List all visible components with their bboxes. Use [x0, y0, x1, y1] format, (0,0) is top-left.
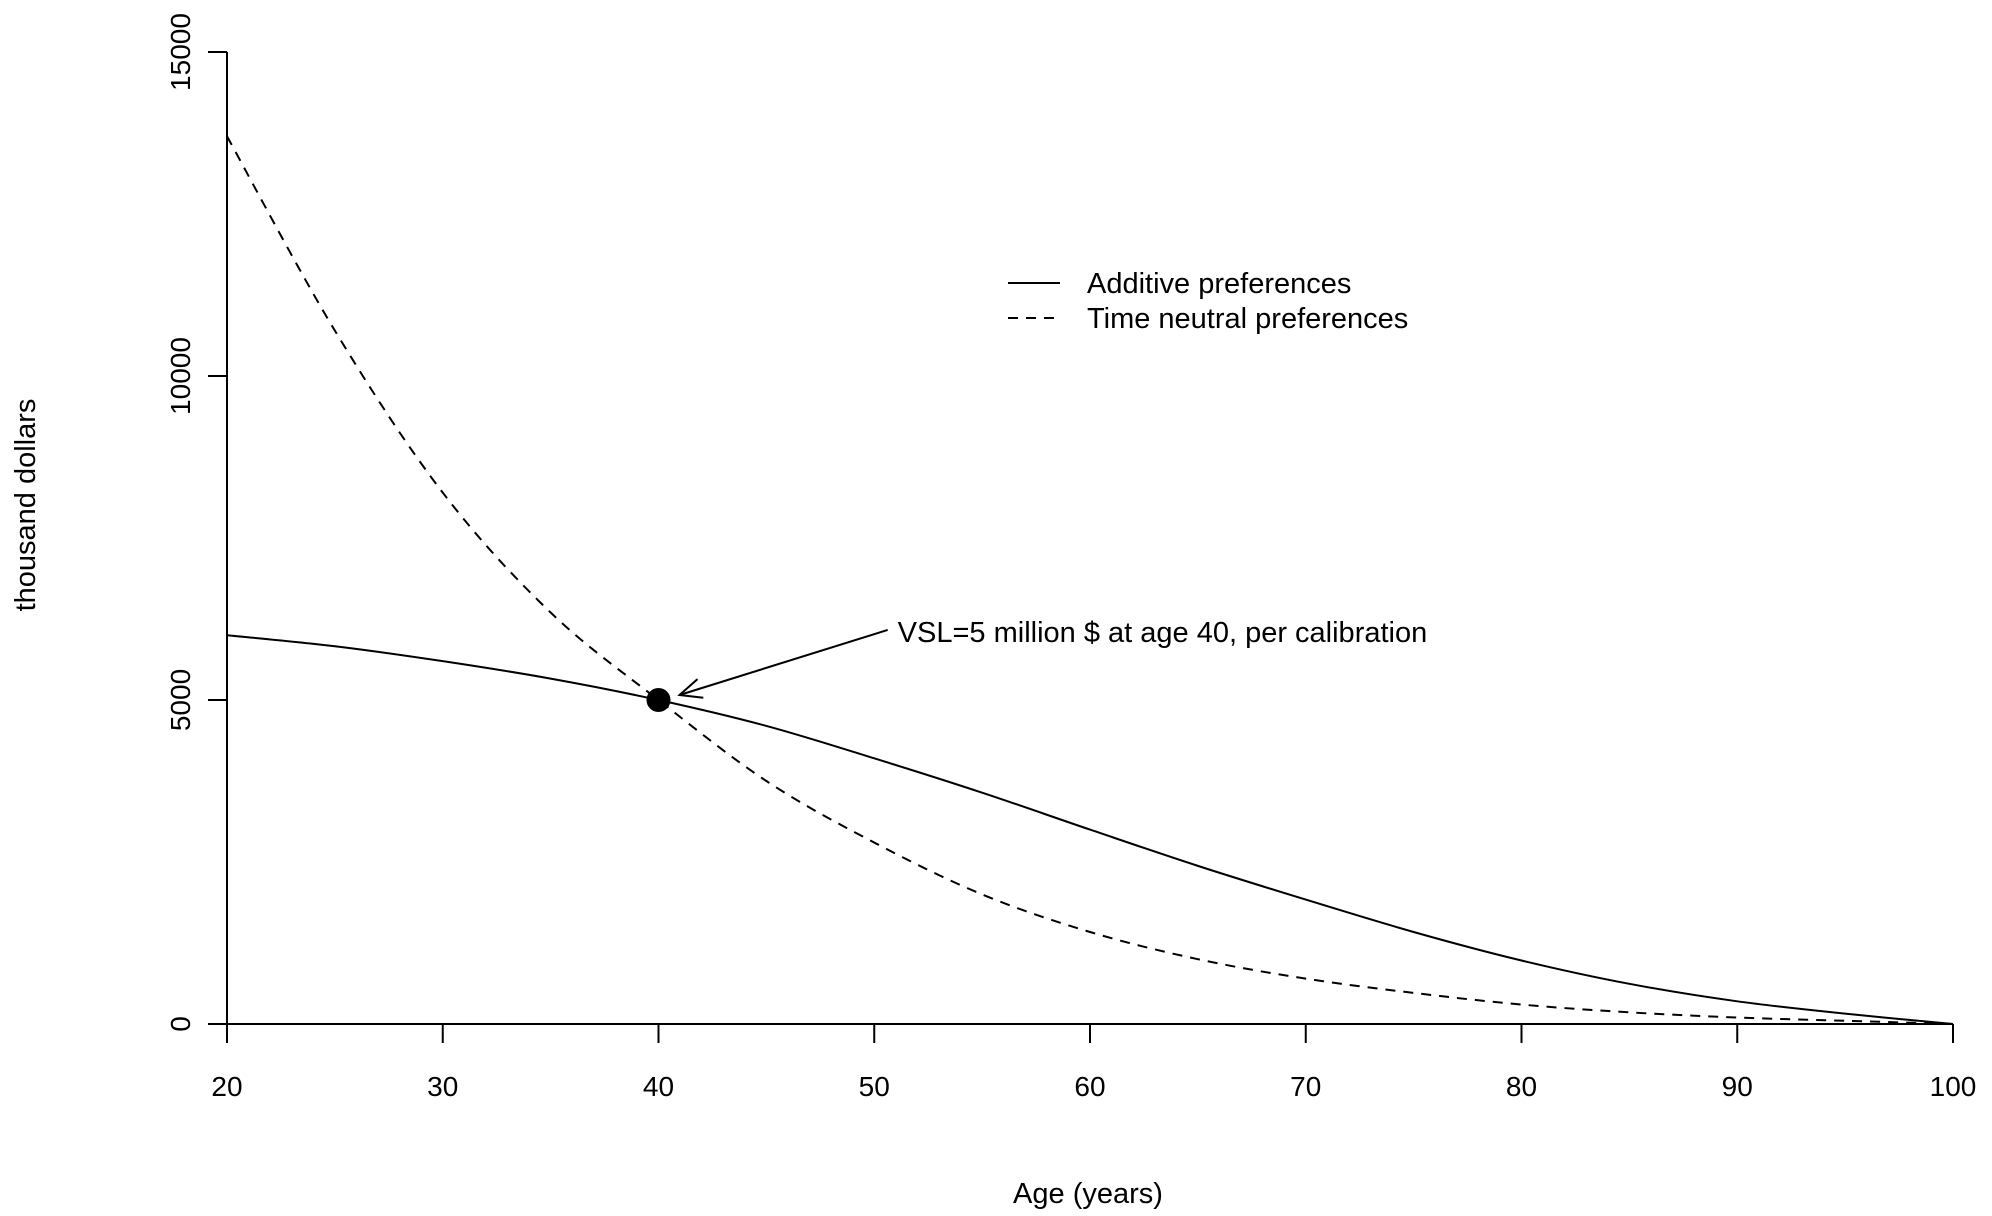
calibration-point: [646, 688, 671, 712]
legend-label: Time neutral preferences: [1087, 303, 1408, 335]
legend-label: Additive preferences: [1087, 268, 1351, 300]
y-axis-ticks: 0 5000 10000 15000: [165, 13, 227, 1032]
series-line-time-neutral: [226, 135, 1954, 1025]
x-tick-label: 80: [1506, 1071, 1537, 1102]
y-tick-label: 10000: [165, 337, 196, 415]
x-tick-label: 90: [1722, 1071, 1753, 1102]
x-axis-title: Age (years): [1013, 1178, 1163, 1210]
annotation-arrow: [679, 629, 888, 696]
y-axis-title: thousand dollars: [10, 399, 42, 612]
y-tick-label: 5000: [165, 669, 196, 731]
annotation-label: VSL=5 million $ at age 40, per calibrati…: [898, 617, 1428, 649]
series-line-additive: [226, 634, 1954, 1025]
x-tick-label: 30: [427, 1071, 458, 1102]
x-tick-label: 60: [1074, 1071, 1105, 1102]
y-tick-label: 0: [165, 1016, 196, 1032]
x-tick-label: 100: [1930, 1071, 1977, 1102]
x-tick-label: 20: [211, 1071, 242, 1102]
annotation-arrowhead: [677, 678, 704, 699]
x-tick-label: 40: [643, 1071, 674, 1102]
axes: 20 30 40 50 60 70 80 90 100 0 5000 10000 15000: [165, 13, 1976, 1102]
x-tick-label: 70: [1290, 1071, 1321, 1102]
y-tick-label: 15000: [165, 13, 196, 91]
series-layer: [226, 135, 1954, 1025]
x-tick-label: 50: [859, 1071, 890, 1102]
x-axis-ticks: 20 30 40 50 60 70 80 90 100: [211, 1024, 1976, 1102]
annotation-layer: VSL=5 million $ at age 40, per calibrati…: [646, 617, 1428, 712]
